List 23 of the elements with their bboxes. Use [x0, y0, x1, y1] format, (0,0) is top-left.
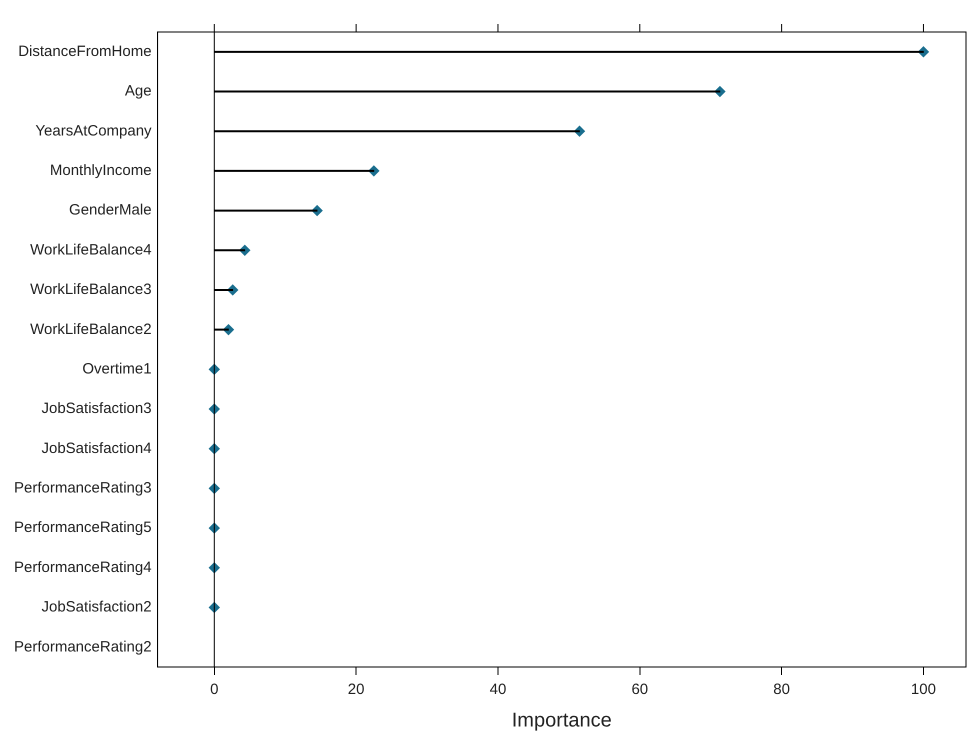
y-tick-label: DistanceFromHome: [18, 42, 152, 60]
y-tick-label: Overtime1: [82, 360, 152, 378]
y-tick-label: JobSatisfaction3: [41, 400, 152, 418]
x-tick-label: 60: [631, 681, 648, 698]
x-tick-label: 100: [910, 681, 936, 698]
x-tick-label: 20: [348, 681, 364, 698]
x-tick-label: 0: [210, 681, 218, 698]
y-tick-label: WorkLifeBalance3: [30, 281, 152, 298]
y-tick-label: PerformanceRating2: [14, 638, 152, 656]
x-axis-title: Importance: [512, 710, 612, 732]
x-tick-label: 80: [773, 681, 790, 698]
y-tick-label: PerformanceRating3: [14, 480, 152, 497]
y-tick-label: WorkLifeBalance4: [30, 241, 152, 258]
y-tick-label: PerformanceRating5: [14, 519, 152, 536]
y-tick-label: JobSatisfaction2: [41, 598, 152, 616]
y-tick-label: MonthlyIncome: [50, 162, 152, 180]
y-tick-label: WorkLifeBalance2: [30, 320, 152, 338]
y-tick-label: PerformanceRating4: [14, 558, 152, 576]
x-tick-label: 40: [490, 681, 506, 698]
y-tick-label: Age: [124, 82, 152, 100]
y-tick-label: JobSatisfaction4: [41, 440, 152, 457]
y-tick-label: GenderMale: [69, 202, 152, 219]
y-tick-label: YearsAtCompany: [35, 122, 152, 140]
